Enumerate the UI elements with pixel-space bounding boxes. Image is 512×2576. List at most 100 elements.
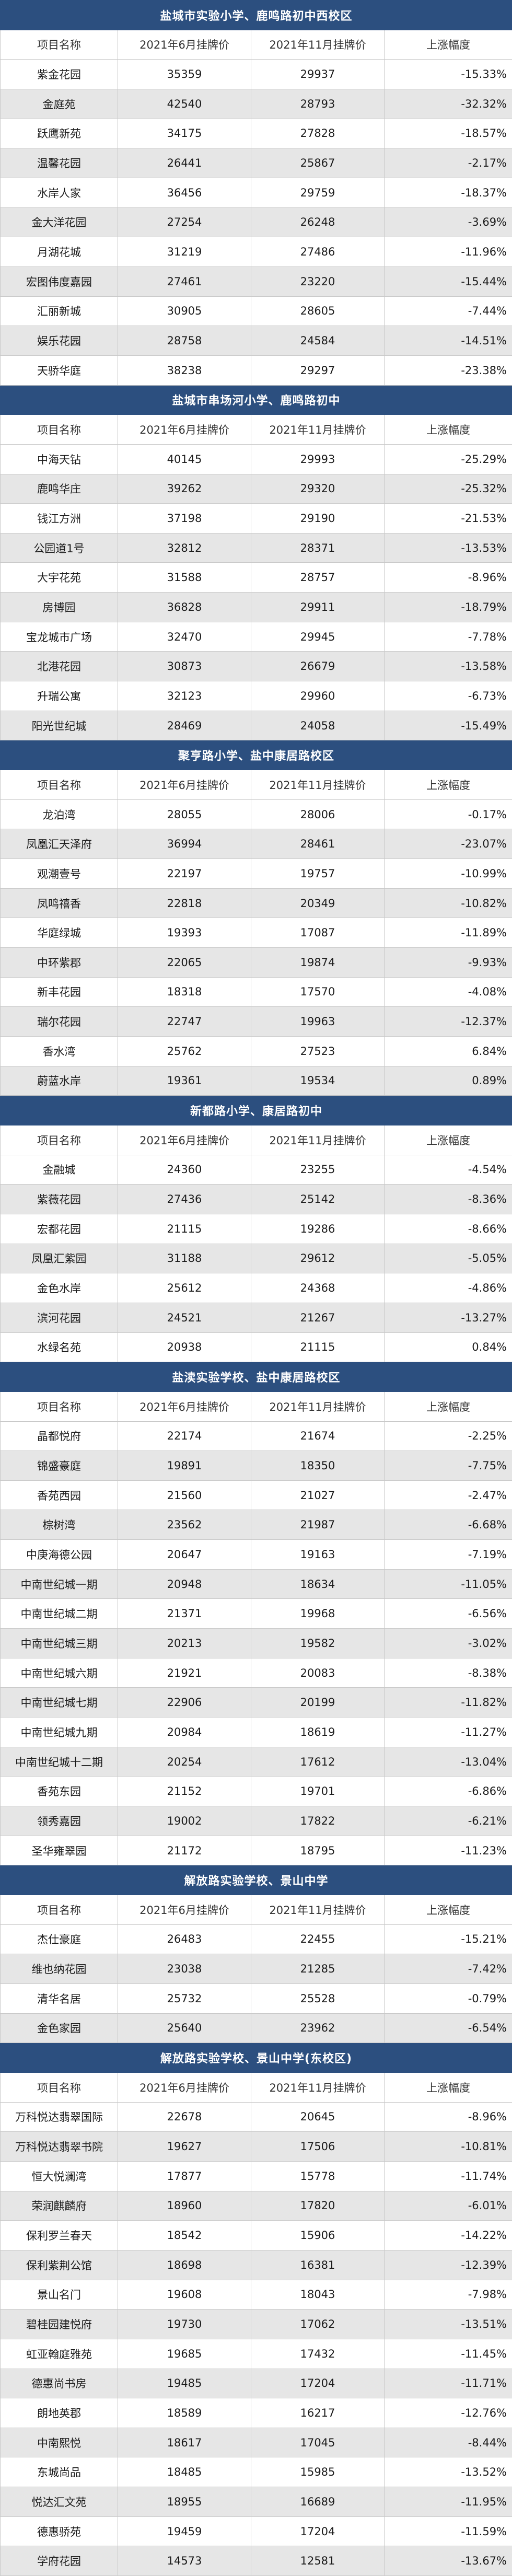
june-price: 22906 bbox=[118, 1687, 251, 1718]
june-price: 19361 bbox=[118, 1065, 251, 1096]
project-name: 万科悦达翡翠书院 bbox=[0, 2131, 118, 2162]
nov-price: 19582 bbox=[251, 1628, 385, 1658]
june-price: 26483 bbox=[118, 1924, 251, 1955]
project-name: 金色家园 bbox=[0, 2013, 118, 2044]
project-name: 领秀嘉园 bbox=[0, 1806, 118, 1836]
nov-price: 19757 bbox=[251, 858, 385, 889]
table-row: 娱乐花园 28758 24584 -14.51% bbox=[0, 326, 512, 356]
table-row: 温馨花园 26441 25867 -2.17% bbox=[0, 148, 512, 178]
nov-price: 29190 bbox=[251, 503, 385, 533]
project-name: 金色水岸 bbox=[0, 1273, 118, 1303]
nov-price: 20645 bbox=[251, 2102, 385, 2132]
change-percent: -11.05% bbox=[383, 1569, 512, 1599]
june-price: 21560 bbox=[118, 1480, 251, 1511]
section-title-row: 盐城市串场河小学、鹿鸣路初中 bbox=[0, 385, 512, 415]
june-price: 22065 bbox=[118, 947, 251, 978]
june-price: 30873 bbox=[118, 651, 251, 682]
header-change: 上涨幅度 bbox=[383, 1391, 512, 1422]
june-price: 31219 bbox=[118, 237, 251, 267]
header-name: 项目名称 bbox=[0, 770, 118, 800]
table-row: 香苑东园 21152 19701 -6.86% bbox=[0, 1776, 512, 1807]
june-price: 19730 bbox=[118, 2309, 251, 2339]
table-row: 天骄华庭 38238 29297 -23.38% bbox=[0, 355, 512, 386]
project-name: 龙泊湾 bbox=[0, 799, 118, 830]
nov-price: 21115 bbox=[251, 1332, 385, 1363]
header-change: 上涨幅度 bbox=[383, 2072, 512, 2103]
table-row: 清华名居 25732 25528 -0.79% bbox=[0, 1983, 512, 2014]
june-price: 21172 bbox=[118, 1835, 251, 1866]
june-price: 17877 bbox=[118, 2161, 251, 2191]
change-percent: -8.44% bbox=[383, 2427, 512, 2458]
project-name: 蔚蓝水岸 bbox=[0, 1065, 118, 1096]
project-name: 虹亚翰庭雅苑 bbox=[0, 2338, 118, 2369]
nov-price: 27523 bbox=[251, 1036, 385, 1066]
project-name: 华庭绿城 bbox=[0, 918, 118, 948]
header-name: 项目名称 bbox=[0, 1895, 118, 1925]
june-price: 21152 bbox=[118, 1776, 251, 1807]
june-price: 18542 bbox=[118, 2220, 251, 2250]
project-name: 中南世纪城六期 bbox=[0, 1657, 118, 1688]
change-percent: -11.95% bbox=[383, 2487, 512, 2517]
project-name: 清华名居 bbox=[0, 1983, 118, 2014]
june-price: 19393 bbox=[118, 918, 251, 948]
nov-price: 28757 bbox=[251, 562, 385, 593]
header-change: 上涨幅度 bbox=[383, 1895, 512, 1925]
header-nov-price: 2021年11月挂牌价 bbox=[251, 1124, 385, 1155]
table-row: 月湖花城 31219 27486 -11.96% bbox=[0, 237, 512, 267]
change-percent: -15.33% bbox=[383, 59, 512, 89]
june-price: 19608 bbox=[118, 2279, 251, 2310]
june-price: 38238 bbox=[118, 355, 251, 386]
change-percent: -15.44% bbox=[383, 266, 512, 297]
column-header-row: 项目名称 2021年6月挂牌价 2021年11月挂牌价 上涨幅度 bbox=[0, 1124, 512, 1155]
nov-price: 17570 bbox=[251, 977, 385, 1007]
nov-price: 16381 bbox=[251, 2249, 385, 2280]
nov-price: 19163 bbox=[251, 1539, 385, 1570]
header-name: 项目名称 bbox=[0, 1124, 118, 1155]
header-nov-price: 2021年11月挂牌价 bbox=[251, 1895, 385, 1925]
table-row: 金色家园 25640 23962 -6.54% bbox=[0, 2013, 512, 2044]
change-percent: -4.08% bbox=[383, 977, 512, 1007]
nov-price: 22455 bbox=[251, 1924, 385, 1955]
june-price: 34175 bbox=[118, 118, 251, 149]
change-percent: -0.79% bbox=[383, 1983, 512, 2014]
table-row: 宏都花园 21115 19286 -8.66% bbox=[0, 1213, 512, 1244]
project-name: 中南世纪城七期 bbox=[0, 1687, 118, 1718]
nov-price: 27486 bbox=[251, 237, 385, 267]
nov-price: 28605 bbox=[251, 296, 385, 327]
table-row: 金色水岸 25612 24368 -4.86% bbox=[0, 1273, 512, 1303]
header-nov-price: 2021年11月挂牌价 bbox=[251, 770, 385, 800]
header-change: 上涨幅度 bbox=[383, 1124, 512, 1155]
change-percent: -12.39% bbox=[383, 2249, 512, 2280]
project-name: 香苑西园 bbox=[0, 1480, 118, 1511]
nov-price: 24368 bbox=[251, 1273, 385, 1303]
table-row: 中庚海德公园 20647 19163 -7.19% bbox=[0, 1539, 512, 1570]
june-price: 22174 bbox=[118, 1421, 251, 1452]
change-percent: -10.99% bbox=[383, 858, 512, 889]
project-name: 杰仕豪庭 bbox=[0, 1924, 118, 1955]
table-row: 华庭绿城 19393 17087 -11.89% bbox=[0, 918, 512, 948]
table-row: 圣华雍翠园 21172 18795 -11.23% bbox=[0, 1835, 512, 1866]
change-percent: -4.86% bbox=[383, 1273, 512, 1303]
nov-price: 21987 bbox=[251, 1510, 385, 1540]
project-name: 中南世纪城一期 bbox=[0, 1569, 118, 1599]
change-percent: -12.37% bbox=[383, 1006, 512, 1037]
change-percent: -10.82% bbox=[383, 888, 512, 919]
table-row: 中南世纪城九期 20984 18619 -11.27% bbox=[0, 1717, 512, 1747]
section-title: 盐城市串场河小学、鹿鸣路初中 bbox=[0, 385, 512, 415]
june-price: 36828 bbox=[118, 592, 251, 622]
change-percent: -8.66% bbox=[383, 1213, 512, 1244]
project-name: 阳光世纪城 bbox=[0, 710, 118, 741]
table-row: 金庭苑 42540 28793 -32.32% bbox=[0, 88, 512, 119]
nov-price: 21027 bbox=[251, 1480, 385, 1511]
nov-price: 19534 bbox=[251, 1065, 385, 1096]
project-name: 公园道1号 bbox=[0, 532, 118, 563]
section-title-row: 解放路实验学校、景山中学 bbox=[0, 1865, 512, 1895]
table-row: 大宇花苑 31588 28757 -8.96% bbox=[0, 562, 512, 593]
table-row: 升瑞公寓 32123 29960 -6.73% bbox=[0, 681, 512, 711]
header-name: 项目名称 bbox=[0, 2072, 118, 2103]
change-percent: -32.32% bbox=[383, 88, 512, 119]
june-price: 14573 bbox=[118, 2546, 251, 2576]
june-price: 19459 bbox=[118, 2516, 251, 2547]
change-percent: -15.21% bbox=[383, 1924, 512, 1955]
